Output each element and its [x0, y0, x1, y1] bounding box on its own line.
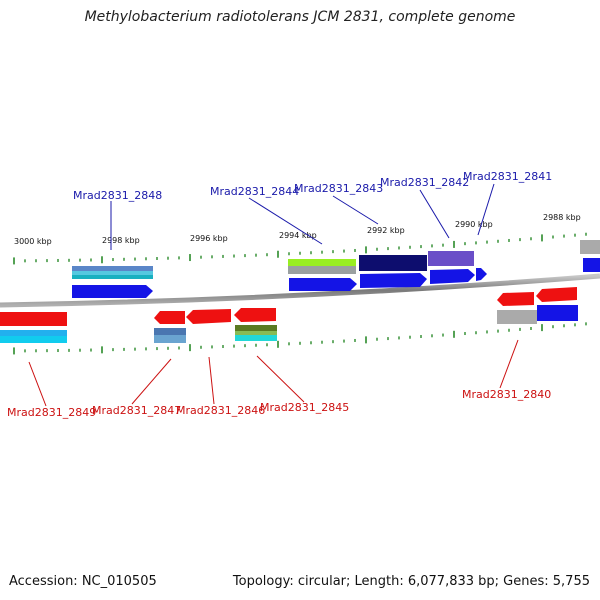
gene-feature-bar[interactable] — [72, 271, 153, 275]
gene-arrow-mrad2831-2842[interactable] — [430, 269, 475, 284]
inner-tick-row — [13, 322, 587, 355]
gene-label-mrad2831-2844[interactable]: Mrad2831_2844 — [210, 185, 299, 198]
gene-feature-bar[interactable] — [235, 331, 277, 335]
forward-leader-lines — [110, 183, 495, 250]
gene-feature-bar[interactable] — [235, 325, 277, 331]
gene-label-mrad2831-2840[interactable]: Mrad2831_2840 — [462, 388, 551, 401]
topology-text: Topology: circular; Length: 6,077,833 bp… — [232, 574, 590, 589]
gene-feature-bar[interactable] — [580, 240, 600, 254]
reverse-leader-lines — [28, 339, 519, 407]
gene-label-mrad2831-2848[interactable]: Mrad2831_2848 — [73, 189, 162, 202]
gene-feature-bar[interactable] — [537, 305, 578, 321]
gene-label-mrad2831-2842[interactable]: Mrad2831_2842 — [380, 176, 469, 189]
genome-backbone — [0, 273, 600, 308]
scale-label-3000-kbp: 3000 kbp — [14, 237, 52, 246]
gene-arrow-neighbor[interactable] — [536, 287, 577, 302]
gene-arrow-mrad2831-2845[interactable] — [234, 308, 276, 322]
outer-tick-row — [13, 232, 587, 265]
gene-label-mrad2831-2846[interactable]: Mrad2831_2846 — [176, 404, 265, 417]
gene-label-mrad2831-2841[interactable]: Mrad2831_2841 — [463, 170, 552, 183]
gene-feature-bar[interactable] — [359, 255, 427, 271]
scale-labels: 3000 kbp 2998 kbp 2996 kbp 2994 kbp 2992… — [14, 213, 581, 246]
gene-feature-bar[interactable] — [235, 335, 277, 341]
gene-feature-bar[interactable] — [497, 310, 537, 324]
gene-label-mrad2831-2849[interactable]: Mrad2831_2849 — [7, 406, 96, 419]
gene-feature-bar[interactable] — [288, 259, 356, 266]
gene-feature-bar[interactable] — [0, 330, 67, 336]
gene-arrow-mrad2831-2849[interactable] — [0, 312, 67, 326]
reverse-gene-labels: Mrad2831_2849 Mrad2831_2847 Mrad2831_284… — [7, 388, 551, 419]
gene-feature-bar[interactable] — [288, 266, 356, 274]
gene-feature-bar[interactable] — [583, 258, 600, 272]
gene-arrow-mrad2831-2848[interactable] — [72, 285, 153, 298]
reverse-strand-genes — [0, 287, 578, 343]
gene-arrow-mrad2831-2841[interactable] — [476, 268, 487, 281]
gene-feature-bar[interactable] — [428, 251, 474, 266]
scale-label-2992-kbp: 2992 kbp — [367, 226, 405, 235]
scale-label-2998-kbp: 2998 kbp — [102, 236, 140, 245]
gene-feature-bar[interactable] — [0, 336, 67, 343]
gene-arrow-mrad2831-2846[interactable] — [186, 309, 231, 324]
gene-label-mrad2831-2847[interactable]: Mrad2831_2847 — [92, 404, 181, 417]
gene-feature-bar[interactable] — [154, 335, 186, 343]
gene-feature-bar[interactable] — [154, 328, 186, 335]
gene-label-mrad2831-2845[interactable]: Mrad2831_2845 — [260, 401, 349, 414]
gene-arrow-mrad2831-2844[interactable] — [289, 278, 357, 291]
forward-strand-genes — [72, 240, 600, 298]
forward-gene-labels: Mrad2831_2848 Mrad2831_2844 Mrad2831_284… — [73, 170, 552, 202]
gene-arrow-mrad2831-2843[interactable] — [360, 273, 427, 288]
scale-label-2988-kbp: 2988 kbp — [543, 213, 581, 222]
accession-text: Accession: NC_010505 — [9, 574, 157, 589]
scale-label-2996-kbp: 2996 kbp — [190, 234, 228, 243]
scale-label-2994-kbp: 2994 kbp — [279, 231, 317, 240]
gene-arrow-mrad2831-2840[interactable] — [497, 292, 534, 306]
gene-label-mrad2831-2843[interactable]: Mrad2831_2843 — [294, 182, 383, 195]
gene-feature-bar[interactable] — [72, 266, 153, 271]
scale-label-2990-kbp: 2990 kbp — [455, 220, 493, 229]
gene-feature-bar[interactable] — [72, 275, 153, 279]
genome-title: Methylobacterium radiotolerans JCM 2831,… — [84, 9, 516, 25]
gene-arrow-mrad2831-2847[interactable] — [154, 311, 185, 324]
